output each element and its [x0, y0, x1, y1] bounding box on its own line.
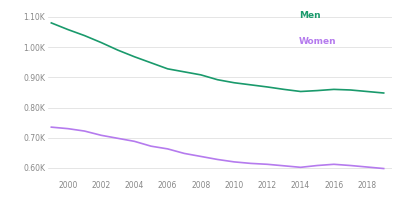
- Text: Women: Women: [299, 37, 337, 46]
- Text: Men: Men: [299, 12, 321, 20]
